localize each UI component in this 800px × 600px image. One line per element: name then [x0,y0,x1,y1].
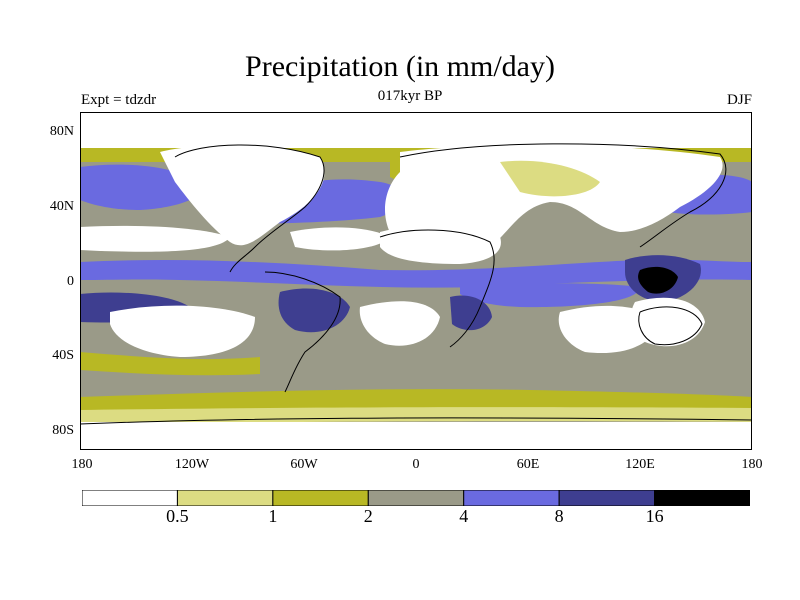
lon-label-0: 0 [412,457,420,472]
colorbar-swatch-6 [654,490,750,506]
lon-label-120w: 120W [174,457,210,472]
colorbar-tick-label-2: 2 [363,506,373,526]
south-pacific-dry-zone [110,305,255,357]
colorbar-swatch-1 [176,490,274,506]
antarctic-band [80,422,752,450]
colorbar-swatch-4 [463,490,560,506]
lat-label-40s: 40S [52,348,74,363]
north-atlantic-dry-zone [290,227,390,251]
coast-south-america [264,271,341,393]
coast-africa [379,229,495,348]
colorbar-tick-label-4: 8 [554,506,564,526]
south-atlantic-dry-zone [359,301,440,346]
lon-label-180-west: 180 [71,457,93,472]
lat-label-80s: 80S [52,423,74,438]
lon-label-120e: 120E [625,457,655,472]
colorbar-tick-label-1: 1 [268,506,278,526]
precipitation-map [80,112,752,450]
coast-antarctica [80,417,752,425]
itcz-band [80,259,752,288]
colorbar-swatch-2 [272,490,369,506]
colorbar-swatch-5 [558,490,656,506]
period-label: 017kyr BP [377,88,443,104]
lon-label-180-east: 180 [741,457,763,472]
colorbar-tick-label-5: 16 [645,506,664,526]
season-label: DJF [726,92,752,108]
colorbar-tick-label-3: 4 [459,506,469,526]
north-america-land [160,145,325,246]
lat-label-0: 0 [67,274,74,289]
colorbar-tick-label-0: 0.5 [166,506,189,526]
maritime-continent-max-rain [638,266,678,294]
coastlines [80,143,752,425]
map-title: Precipitation (in mm/day) [245,50,555,83]
north-pacific-storm-track [80,164,203,210]
amazon-heavy-rain [278,288,350,333]
map-svg [80,112,752,450]
colorbar [82,490,750,506]
indian-ocean-rain [460,283,640,308]
colorbar-swatch-0 [82,490,178,506]
lon-label-60w: 60W [290,457,318,472]
eurasia-olive-patch [500,160,600,197]
map-frame [80,112,752,450]
coast-eurasia [399,143,727,248]
coast-north-america [174,144,325,273]
experiment-label: Expt = tdzdr [81,92,157,108]
lat-label-80n: 80N [49,124,74,139]
colorbar-svg [82,490,750,506]
colorbar-swatch-3 [367,490,465,506]
lat-label-40n: 40N [49,199,74,214]
coast-australia [638,306,703,346]
arctic-band [80,112,752,150]
north-pacific-dry-zone [80,225,230,252]
south-pacific-olive [80,352,260,376]
lon-label-60e: 60E [516,457,540,472]
